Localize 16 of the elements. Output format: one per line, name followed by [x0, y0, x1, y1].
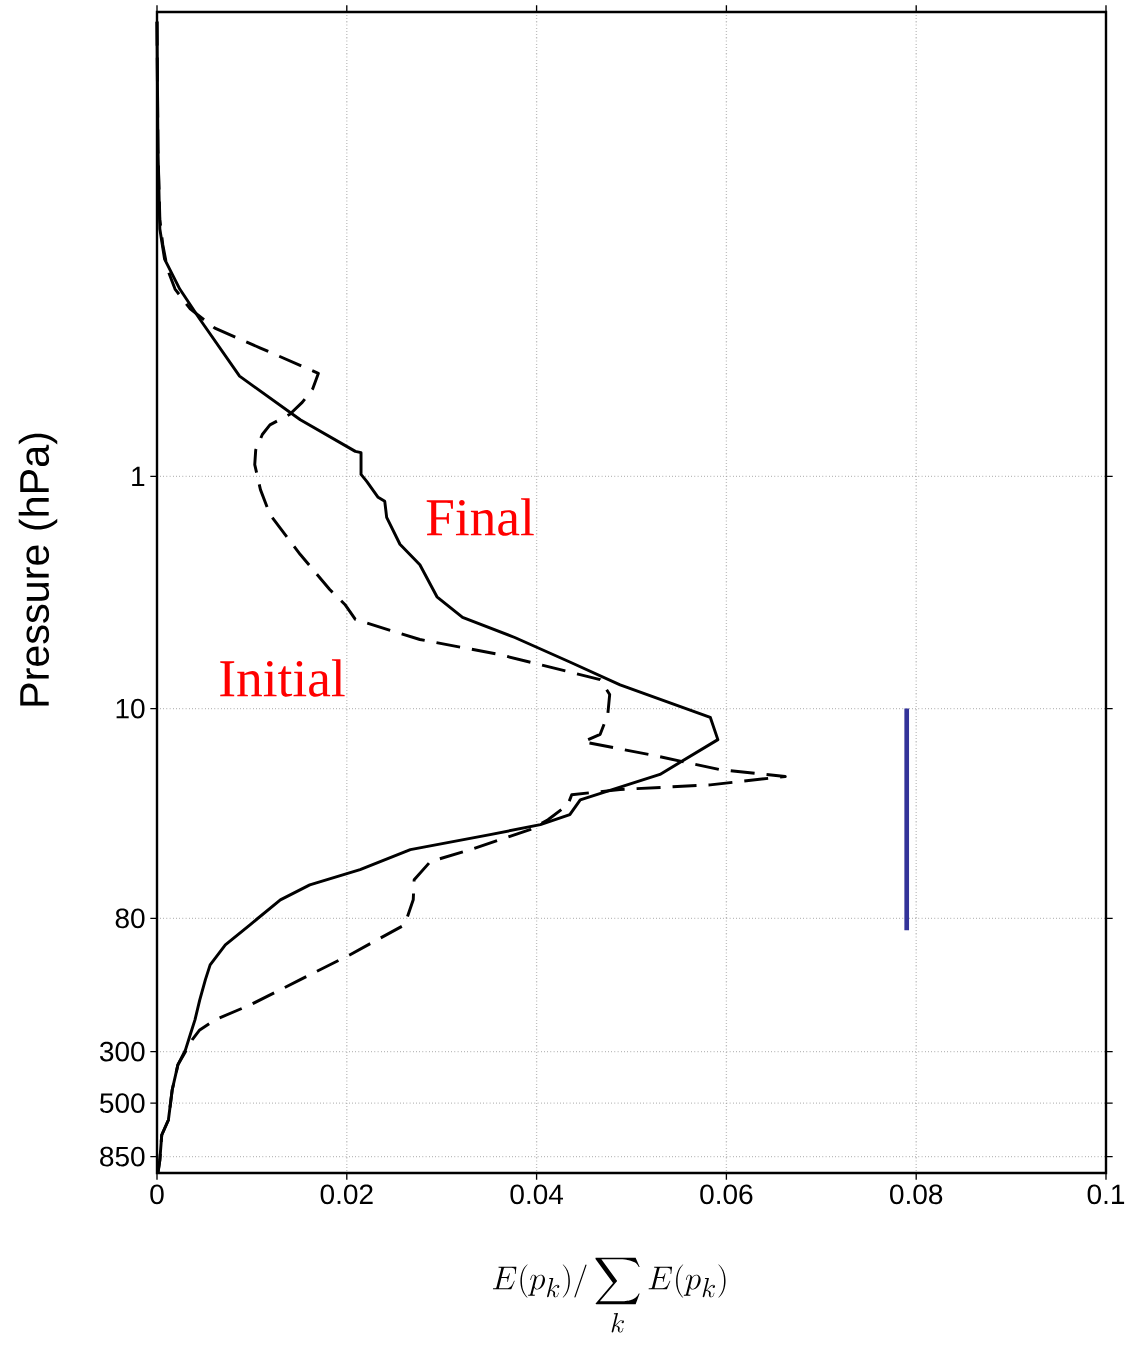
x-axis-title: $E(p_k)/\sum_k E(p_k)$ — [492, 1257, 726, 1333]
annotation: Final — [426, 498, 534, 536]
x-tick-label: 0.04 — [510, 1184, 564, 1205]
x-tick-label: 0.1 — [1087, 1184, 1125, 1205]
x-tick-label: 0.02 — [320, 1184, 373, 1205]
y-tick-label: 500 — [100, 1093, 145, 1114]
y-tick-label: 10 — [116, 698, 145, 719]
x-tick-label: 0.08 — [890, 1184, 943, 1205]
y-tick-label: 1 — [132, 466, 145, 487]
y-tick-label: 850 — [100, 1146, 145, 1167]
y-axis-title: Pressure (hPa) — [18, 433, 58, 706]
annotation: Initial — [220, 659, 345, 697]
x-tick-label: 0 — [150, 1184, 164, 1205]
x-tick-label: 0.06 — [700, 1184, 753, 1205]
y-tick-label: 80 — [115, 908, 145, 929]
y-tick-label: 300 — [99, 1041, 145, 1062]
